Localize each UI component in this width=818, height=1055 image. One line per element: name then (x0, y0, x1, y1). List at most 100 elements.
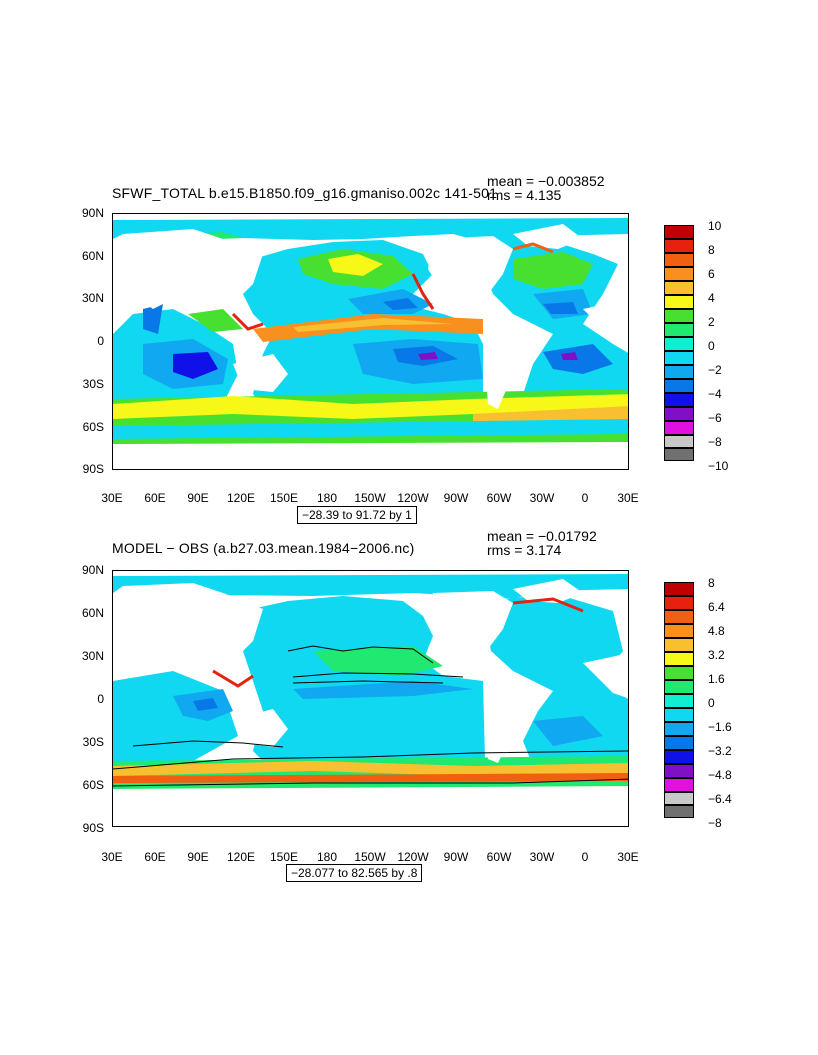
legend-swatch (664, 652, 694, 666)
legend-swatch (664, 582, 694, 596)
legend-swatch (664, 253, 694, 267)
legend-swatch (664, 764, 694, 778)
salt-flux-map (113, 214, 628, 469)
contour-range-box: −28.077 to 82.565 by .8 (286, 864, 423, 882)
legend-swatch (664, 680, 694, 694)
mean-stat: mean = −0.01792 (487, 528, 597, 544)
legend-label: 2 (708, 315, 715, 329)
lon-label: 150W (354, 491, 386, 505)
legend-swatch (664, 379, 694, 393)
lat-label: 60S (82, 778, 104, 792)
lat-label: 30N (81, 649, 104, 663)
plot-title: MODEL − OBS (a.b27.03.mean.1984−2006.nc) (112, 540, 415, 556)
lon-label: 0 (581, 491, 589, 505)
legend-swatch (664, 596, 694, 610)
lon-label: 180 (316, 850, 338, 864)
legend-label: −6.4 (708, 792, 732, 806)
legend-swatch (664, 393, 694, 407)
legend-swatch (664, 694, 694, 708)
legend-swatch (664, 435, 694, 448)
lat-label: 60S (82, 420, 104, 434)
lon-label: 30W (529, 850, 555, 864)
legend-label: −8 (708, 816, 722, 830)
color-legend (664, 582, 694, 818)
legend-swatch (664, 638, 694, 652)
lon-label: 60E (144, 491, 166, 505)
legend-label: 4 (708, 291, 715, 305)
lon-label: 30E (617, 850, 639, 864)
lon-label: 150W (354, 850, 386, 864)
legend-swatch (664, 351, 694, 365)
legend-label: 3.2 (708, 648, 725, 662)
legend-label: −4.8 (708, 768, 732, 782)
lat-label: 0 (97, 334, 104, 348)
lon-label: 90E (187, 491, 209, 505)
legend-swatch (664, 267, 694, 281)
map-frame (112, 570, 629, 827)
legend-label: 0 (708, 339, 715, 353)
legend-swatch (664, 736, 694, 750)
plot-title: SFWF_TOTAL b.e15.B1850.f09_g16.gmaniso.0… (112, 185, 498, 201)
legend-swatch (664, 666, 694, 680)
legend-swatch (664, 323, 694, 337)
lat-label: 30N (81, 291, 104, 305)
lat-label: 90N (81, 563, 104, 577)
lon-label: 120E (226, 850, 256, 864)
legend-swatch (664, 448, 694, 461)
lon-label: 120E (226, 491, 256, 505)
lat-label: 60N (81, 606, 104, 620)
lon-label: 60W (486, 491, 512, 505)
panel-bottom: mean = −0.01792 MODEL − OBS (a.b27.03.me… (0, 525, 818, 885)
legend-label: −2 (708, 363, 722, 377)
lat-label: 30S (82, 377, 104, 391)
panel-top: mean = −0.003852 SFWF_TOTAL b.e15.B1850.… (0, 165, 818, 524)
legend-label: −8 (708, 435, 722, 449)
legend-label: −1.6 (708, 720, 732, 734)
lon-label: 30E (617, 491, 639, 505)
legend-label: 6.4 (708, 600, 725, 614)
map-frame (112, 213, 629, 470)
legend-swatch (664, 792, 694, 805)
model-obs-map (113, 571, 628, 826)
legend-label: −6 (708, 411, 722, 425)
legend-swatch (664, 778, 694, 792)
legend-swatch (664, 722, 694, 736)
legend-swatch (664, 750, 694, 764)
rms-stat: rms = 4.135 (487, 187, 562, 203)
lon-label: 60E (144, 850, 166, 864)
lon-label: 90W (443, 491, 469, 505)
legend-swatch (664, 309, 694, 323)
legend-swatch (664, 407, 694, 421)
lat-label: 0 (97, 692, 104, 706)
legend-swatch (664, 281, 694, 295)
legend-swatch (664, 295, 694, 309)
lat-label: 90S (82, 821, 104, 835)
legend-swatch (664, 239, 694, 253)
legend-label: 0 (708, 696, 715, 710)
lon-label: 30W (529, 491, 555, 505)
legend-label: 4.8 (708, 624, 725, 638)
lon-label: 60W (486, 850, 512, 864)
lat-label: 30S (82, 735, 104, 749)
legend-label: 8 (708, 243, 715, 257)
legend-label: −10 (708, 459, 729, 473)
legend-swatch (664, 805, 694, 818)
lon-label: 90W (443, 850, 469, 864)
legend-swatch (664, 337, 694, 351)
lon-label: 90E (187, 850, 209, 864)
lon-label: 150E (269, 850, 299, 864)
lat-label: 60N (81, 249, 104, 263)
lon-label: 180 (316, 491, 338, 505)
legend-swatch (664, 225, 694, 239)
legend-swatch (664, 421, 694, 435)
contour-range-box: −28.39 to 91.72 by 1 (297, 506, 417, 524)
legend-swatch (664, 610, 694, 624)
lon-label: 30E (101, 491, 123, 505)
legend-label: 6 (708, 267, 715, 281)
lat-label: 90N (81, 206, 104, 220)
legend-swatch (664, 708, 694, 722)
legend-swatch (664, 624, 694, 638)
color-legend (664, 225, 694, 461)
lat-label: 90S (82, 462, 104, 476)
legend-label: −4 (708, 387, 722, 401)
